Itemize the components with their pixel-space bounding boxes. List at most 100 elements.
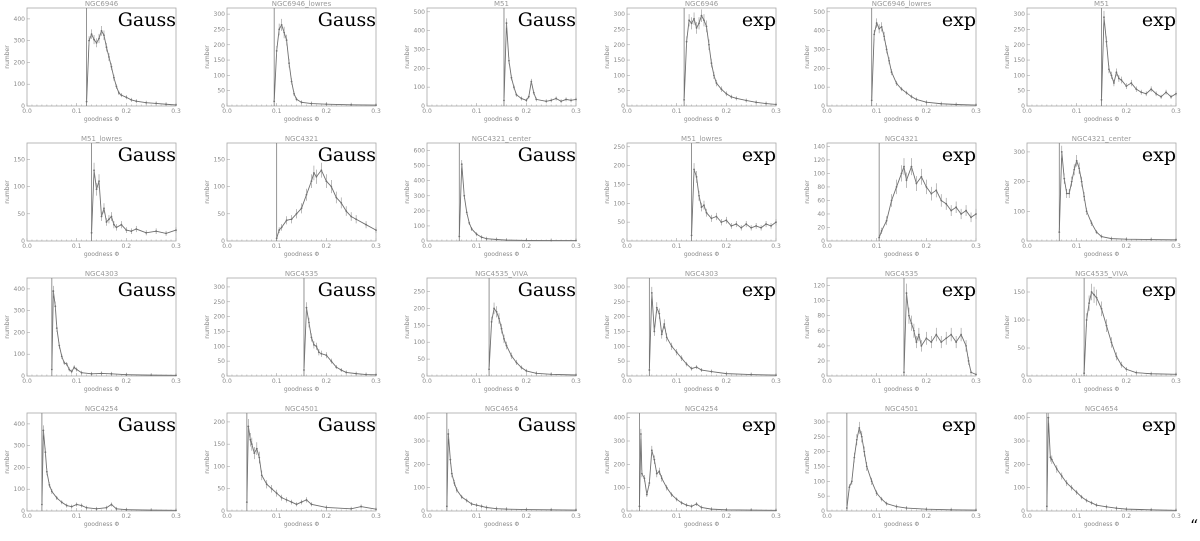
y-tick-label: 300 <box>1014 11 1026 18</box>
data-point <box>285 219 288 222</box>
data-point <box>290 80 293 83</box>
histogram-line <box>51 291 177 376</box>
x-tick-label: 0.3 <box>971 243 981 250</box>
data-point <box>65 363 68 365</box>
data-point <box>708 43 710 46</box>
data-point <box>1150 88 1153 91</box>
y-axis-label: number <box>604 45 611 69</box>
data-point <box>725 372 728 375</box>
y-tick-label: 0 <box>421 373 425 380</box>
data-point <box>900 88 903 90</box>
data-point <box>1090 291 1093 293</box>
data-point <box>550 373 553 376</box>
data-point <box>1100 307 1103 310</box>
data-point <box>130 99 133 101</box>
data-point <box>945 202 948 205</box>
y-tick-label: 100 <box>814 170 826 177</box>
data-point <box>1090 222 1093 225</box>
y-tick-label: 100 <box>814 84 826 91</box>
panel-title: NGC6946 <box>85 0 119 8</box>
x-tick-label: 0.0 <box>22 513 32 520</box>
data-point <box>70 370 73 373</box>
data-point <box>775 509 777 512</box>
panel-plot: NGC4501 0.0 0.1 0.2 0.3 0 50 100 150 200 250 300 goo… <box>804 405 981 528</box>
data-point <box>930 192 933 195</box>
y-tick-label: 200 <box>214 314 226 321</box>
data-point <box>320 169 323 172</box>
panel-plot: NGC6946 0.0 0.1 0.2 0.3 0 100 200 300 400 goodness… <box>4 0 181 123</box>
y-tick-label: 500 <box>814 9 826 16</box>
x-tick-label: 0.1 <box>1072 108 1082 115</box>
panel-title: NGC4254 <box>685 405 719 413</box>
data-point <box>770 225 772 227</box>
y-tick-label: 0 <box>1021 103 1025 110</box>
model-label: exp <box>742 414 776 436</box>
y-tick-label: 50 <box>817 493 825 500</box>
data-point <box>80 371 83 374</box>
y-tick-label: 300 <box>414 193 426 200</box>
data-point <box>650 449 653 452</box>
x-tick-label: 0.1 <box>472 513 482 520</box>
data-point <box>125 96 128 99</box>
data-point <box>683 98 686 101</box>
data-point <box>510 76 513 79</box>
data-point <box>510 354 513 357</box>
y-tick-label: 100 <box>14 184 26 191</box>
x-axis-label: goodness Φ <box>484 251 520 258</box>
panel-title: NGC4535_VIVA <box>475 270 528 278</box>
y-tick-label: 200 <box>1014 42 1026 49</box>
data-point <box>765 102 767 105</box>
y-tick-label: 200 <box>14 464 26 471</box>
y-tick-label: 50 <box>1017 88 1025 95</box>
y-axis-label: number <box>4 180 11 204</box>
data-point <box>288 62 290 65</box>
data-point <box>310 180 313 183</box>
data-point <box>115 85 118 88</box>
data-point <box>1090 501 1093 504</box>
data-point <box>1175 238 1177 241</box>
data-point <box>317 351 320 354</box>
data-point <box>175 509 177 512</box>
model-label: Gauss <box>318 144 376 166</box>
x-axis-label: goodness Φ <box>484 386 520 393</box>
data-point <box>1060 475 1063 477</box>
histogram-line <box>91 170 177 234</box>
data-point <box>885 502 888 505</box>
data-point <box>145 101 148 104</box>
data-point <box>250 443 253 446</box>
data-point <box>505 239 508 241</box>
data-point <box>315 175 318 178</box>
y-tick-label: 100 <box>14 486 26 493</box>
data-point <box>1070 486 1073 489</box>
y-tick-label: 150 <box>214 441 226 448</box>
data-point <box>908 314 910 317</box>
data-point <box>520 97 523 100</box>
histogram-panel: NGC4535_VIVA 0.0 0.1 0.2 0.3 0 50 100 150 goodnes… <box>1000 270 1200 405</box>
data-point <box>105 46 108 49</box>
panel-plot: NGC4321 0.0 0.1 0.2 0.3 0 20 40 60 80 100 120 140 goo… <box>804 135 981 258</box>
y-tick-label: 100 <box>614 485 626 492</box>
data-point <box>93 169 95 172</box>
data-point <box>1105 505 1108 508</box>
data-point <box>643 477 646 480</box>
y-tick-label: 60 <box>817 197 825 204</box>
data-point <box>55 497 58 499</box>
y-tick-label: 150 <box>214 156 226 163</box>
data-point <box>880 229 883 232</box>
x-tick-label: 0.2 <box>322 108 332 115</box>
y-tick-label: 300 <box>1014 149 1026 156</box>
y-tick-label: 50 <box>617 358 625 365</box>
data-point <box>50 490 53 493</box>
data-point <box>775 103 777 106</box>
data-point <box>120 94 123 97</box>
data-point <box>745 223 748 225</box>
data-point <box>560 100 562 103</box>
data-point <box>640 433 642 435</box>
y-tick-label: 300 <box>214 11 226 18</box>
x-tick-label: 0.1 <box>472 378 482 385</box>
data-point <box>300 101 303 104</box>
data-point <box>1065 192 1068 195</box>
data-point <box>1045 505 1048 508</box>
y-tick-label: 500 <box>414 163 426 170</box>
x-tick-label: 0.0 <box>422 108 432 115</box>
